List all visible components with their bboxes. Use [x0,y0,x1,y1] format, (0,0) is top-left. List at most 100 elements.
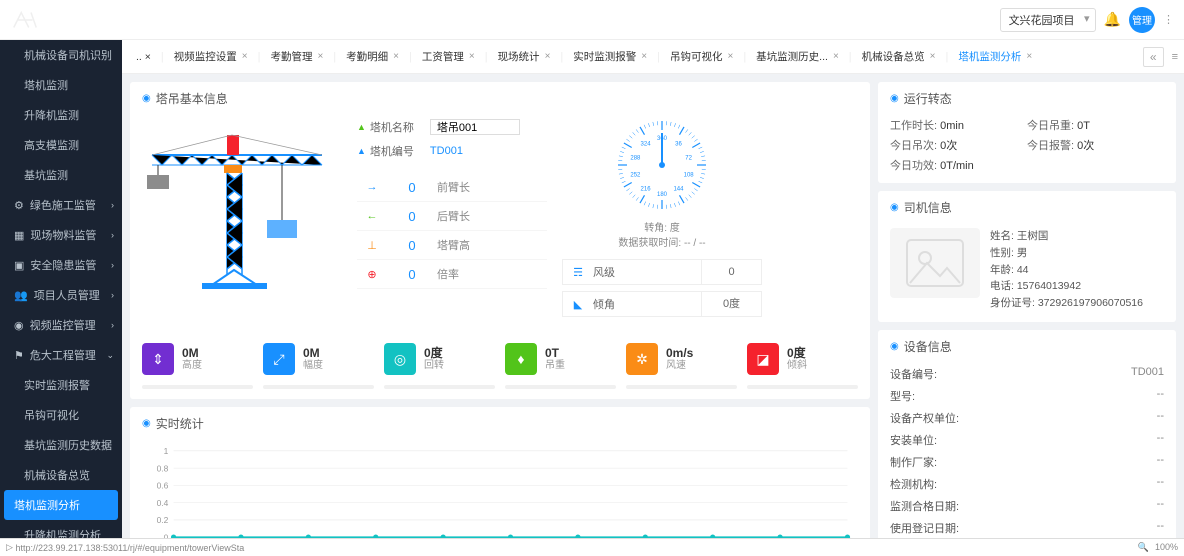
sidebar-item[interactable]: 升降机监测 [0,100,122,130]
card-title: 设备信息 [878,330,1176,363]
chevron-icon: › [111,320,114,330]
close-icon[interactable]: × [242,51,248,62]
url-text: http://223.99.217.138:53011/rj/#/equipme… [15,543,244,553]
svg-text:0.2: 0.2 [157,515,169,525]
metric: ⇕0M高度 [142,343,253,375]
sidebar-item[interactable]: 实时监测报警 [0,370,122,400]
project-selector[interactable]: 文兴花园项目 [1000,8,1096,32]
play-icon[interactable]: ▷ [6,542,13,553]
device-row: 设备产权单位:-- [878,407,1176,429]
menu-icon[interactable]: ⋮ [1163,13,1174,26]
card-title: 实时统计 [130,407,870,440]
sidebar-item[interactable]: 机械设备总览 [0,460,122,490]
device-row: 安装单位:-- [878,429,1176,451]
close-icon[interactable]: × [1026,51,1032,62]
tab[interactable]: 现场统计× [490,45,559,68]
menu-icon: ⚑ [14,349,24,362]
angle-label: 转角: 度 [618,219,705,234]
bell-icon[interactable]: 🔔 [1104,11,1121,28]
wind-row: ☴ 风级 0 [562,259,762,285]
close-icon[interactable]: × [545,51,551,62]
svg-text:1: 1 [164,446,169,456]
sidebar-item[interactable]: 基坑监测历史数据 [0,430,122,460]
param-line: ←0后臂长 [357,202,547,231]
sidebar-item[interactable]: 👥项目人员管理› [0,280,122,310]
tabs: .. ×|视频监控设置×|考勤管理×|考勤明细×|工资管理×|现场统计×|实时监… [122,40,1184,74]
crane-name-input[interactable] [430,119,520,135]
svg-text:216: 216 [641,187,652,193]
close-icon[interactable]: × [469,51,475,62]
param-icon: → [357,181,387,193]
hamburger-icon[interactable]: ≡ [1172,51,1178,63]
tab-overflow[interactable]: .. × [128,47,159,67]
close-icon[interactable]: × [317,51,323,62]
metric-icon: ♦ [505,343,537,375]
close-icon[interactable]: × [727,51,733,62]
tab[interactable]: 考勤明细× [338,45,407,68]
sidebar: 机械设备司机识别塔机监测升降机监测高支模监测基坑监测⚙绿色施工监管›▦现场物料监… [0,40,122,556]
sidebar-item[interactable]: 机械设备司机识别 [0,40,122,70]
tab[interactable]: 机械设备总览× [854,45,944,68]
metric-icon: ◎ [384,343,416,375]
metric-icon: ◪ [747,343,779,375]
menu-icon: ⚙ [14,199,24,212]
user-avatar[interactable]: 管理 [1129,7,1155,33]
menu-icon: ▦ [14,229,24,242]
param-line: →0前臂长 [357,173,547,202]
sidebar-item[interactable]: ⚙绿色施工监管› [0,190,122,220]
metric: ♦0T吊重 [505,343,616,375]
tilt-icon: ◣ [563,298,593,311]
svg-text:108: 108 [684,173,695,179]
sidebar-item[interactable]: 塔机监测 [0,70,122,100]
sidebar-item[interactable]: ▦现场物料监管› [0,220,122,250]
tabs-more[interactable]: « [1143,47,1164,67]
svg-text:36: 36 [675,141,682,147]
sidebar-item[interactable]: 高支模监测 [0,130,122,160]
metric: ◪0度倾斜 [747,343,858,375]
chevron-icon: › [111,260,114,270]
triangle-icon: ▲ [357,146,366,156]
metric-icon: ✲ [626,343,658,375]
run-row: 工作时长: 0min今日吊重: 0T [878,115,1176,135]
metric: ✲0m/s风速 [626,343,737,375]
basic-info-card: 塔吊基本信息 [130,82,870,399]
menu-icon: ◉ [14,319,24,332]
card-title: 运行转态 [878,82,1176,115]
param-line: ⊕0倍率 [357,260,547,289]
close-icon[interactable]: × [833,51,839,62]
tab[interactable]: 考勤管理× [262,45,331,68]
chevron-icon: › [111,230,114,240]
svg-text:252: 252 [630,173,641,179]
tab[interactable]: 视频监控设置× [166,45,256,68]
sidebar-item[interactable]: ▣安全隐患监管› [0,250,122,280]
close-icon[interactable]: × [641,51,647,62]
card-title: 司机信息 [878,191,1176,224]
svg-text:0.4: 0.4 [157,498,169,508]
sidebar-item[interactable]: 吊钩可视化 [0,400,122,430]
metric: ⤢0M幅度 [263,343,374,375]
svg-text:144: 144 [673,187,684,193]
zoom-icon[interactable]: 🔍 [1138,542,1149,553]
device-row: 制作厂家:-- [878,451,1176,473]
tab[interactable]: 塔机监测分析× [950,45,1040,68]
param-icon: ⊥ [357,239,387,252]
svg-text:288: 288 [630,155,641,161]
sidebar-item[interactable]: 基坑监测 [0,160,122,190]
name-label: 塔机名称 [370,119,430,135]
svg-text:0.8: 0.8 [157,463,169,473]
tab[interactable]: 工资管理× [414,45,483,68]
sidebar-item[interactable]: 塔机监测分析 [4,490,118,520]
device-row: 检测机构:-- [878,473,1176,495]
sidebar-item[interactable]: ◉视频监控管理› [0,310,122,340]
device-row: 设备编号:TD001 [878,363,1176,385]
tab[interactable]: 基坑监测历史...× [748,45,847,68]
svg-text:0.6: 0.6 [157,481,169,491]
tab[interactable]: 实时监测报警× [565,45,655,68]
sidebar-item[interactable]: ⚑危大工程管理⌄ [0,340,122,370]
realtime-chart-card: 实时统计 10.80.60.40.20012345678910 [130,407,870,556]
metric: ◎0度回转 [384,343,495,375]
device-row: 监测合格日期:-- [878,495,1176,517]
close-icon[interactable]: × [393,51,399,62]
tab[interactable]: 吊钩可视化× [662,45,741,68]
close-icon[interactable]: × [930,51,936,62]
